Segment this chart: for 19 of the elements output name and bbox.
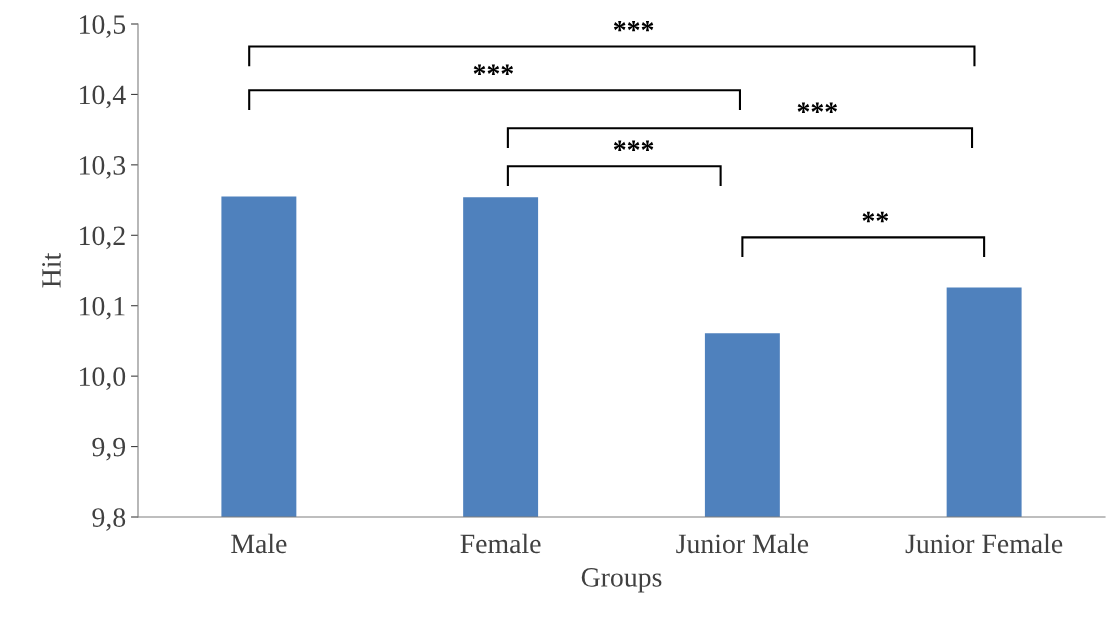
- annotation: ***: [797, 102, 837, 114]
- annotation: **: [862, 211, 889, 223]
- x-axis-title: Groups: [581, 568, 662, 593]
- x-tick-label: Male: [231, 533, 287, 554]
- annotation: ***: [473, 64, 514, 76]
- x-tick-label: Junior Male: [676, 533, 809, 554]
- y-axis-title: Hit: [42, 252, 61, 288]
- y-tick-label: 10,2: [80, 226, 125, 250]
- y-tick-label: 10,5: [80, 15, 126, 38]
- y-tick-label: 10,4: [80, 85, 126, 109]
- y-tick-label: 10,0: [80, 367, 126, 391]
- y-tick-label: 10,1: [80, 296, 125, 320]
- y-tick-label: 9,9: [92, 437, 126, 461]
- x-tick-label: Female: [460, 533, 541, 554]
- y-tick-label: 10,3: [80, 156, 126, 179]
- annotation: ***: [613, 20, 654, 32]
- x-tick-label: Junior Female: [905, 533, 1063, 554]
- annotation: ***: [613, 140, 654, 152]
- y-tick-label: 9,8: [92, 508, 126, 531]
